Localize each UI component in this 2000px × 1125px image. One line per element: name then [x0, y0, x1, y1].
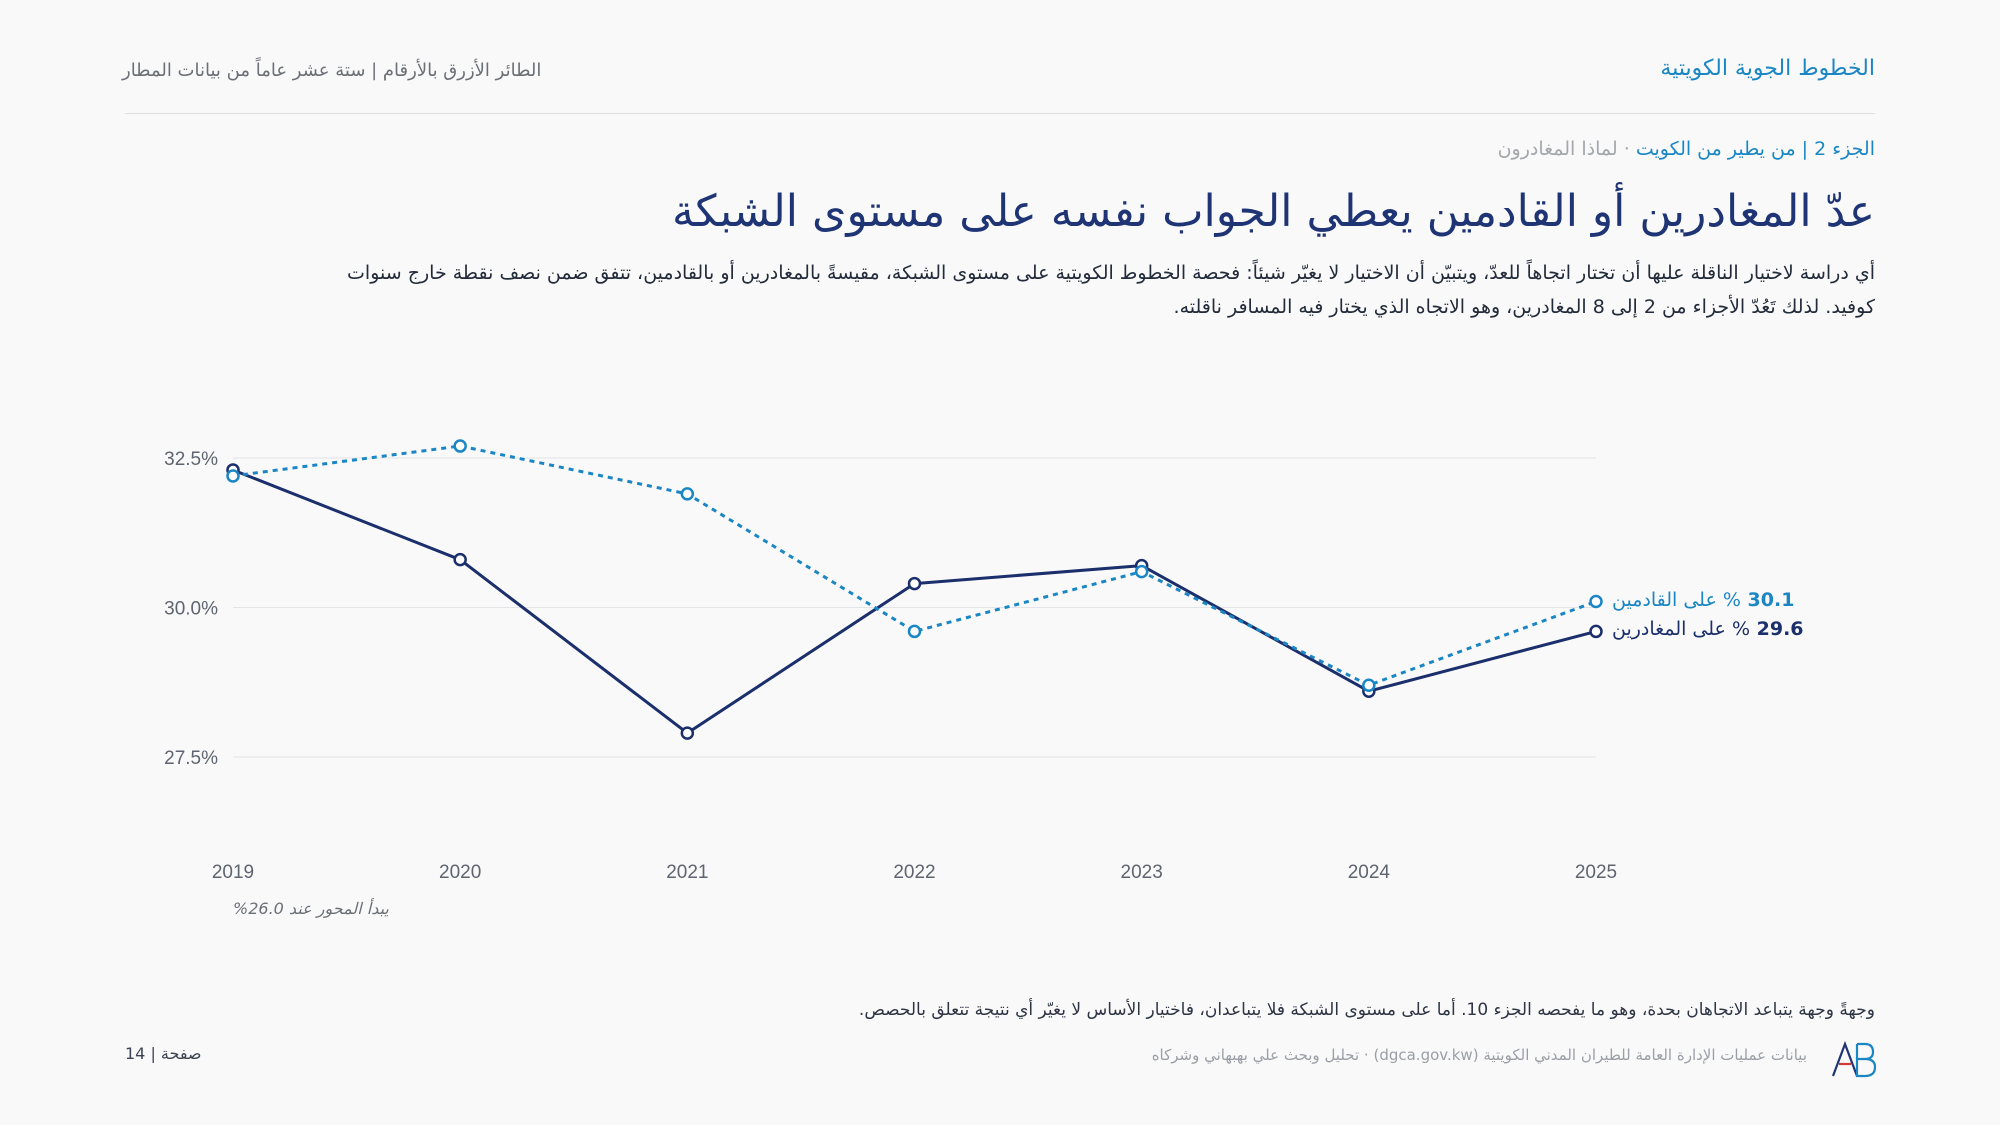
- footnote: وجهةً وجهة يتباعد الاتجاهان بحدة، وهو ما…: [858, 1000, 1875, 1020]
- arrivals-end-value: 30.1: [1747, 588, 1795, 611]
- series-line-departures: [232, 468, 1597, 735]
- series-line-arrivals: [232, 444, 1597, 687]
- kicker-topic: لماذا المغادرون: [1497, 138, 1618, 160]
- ab-monogram-icon: [1831, 1040, 1877, 1078]
- kicker-separator: ·: [1617, 138, 1636, 160]
- x-tick-label: 2023: [1121, 862, 1163, 883]
- x-tick-label: 2022: [893, 862, 935, 883]
- data-point-arrivals: [226, 469, 240, 483]
- intro-paragraph: أي دراسة لاختيار الناقلة عليها أن تختار …: [347, 262, 1875, 318]
- x-tick-label: 2020: [439, 862, 481, 883]
- axis-start-note: يبدأ المحور عند 26.0%: [233, 899, 389, 918]
- y-tick-label: 30.0%: [164, 599, 218, 620]
- source-note: بيانات عمليات الإدارة العامة للطيران الم…: [1151, 1046, 1807, 1064]
- kicker-part: الجزء 2 | من يطير من الكويت: [1635, 138, 1875, 160]
- x-tick-label: 2021: [666, 862, 708, 883]
- data-point-arrivals: [907, 624, 922, 639]
- data-point-departures: [680, 726, 695, 740]
- x-tick-label: 2024: [1348, 862, 1391, 883]
- page-number: صفحة | 14: [125, 1044, 202, 1063]
- data-point-departures: [1362, 684, 1376, 698]
- departures-end-unit: % على المغادرين: [1612, 618, 1750, 641]
- data-point-departures: [1589, 624, 1603, 639]
- x-tick-label: 2025: [1575, 862, 1617, 883]
- data-point-arrivals: [1134, 564, 1149, 579]
- y-tick-label: 27.5%: [164, 748, 218, 769]
- data-point-departures: [1134, 558, 1149, 573]
- departures-end-label: 29.6 % على المغادرين: [1612, 618, 1804, 640]
- x-tick-label: 2019: [212, 862, 254, 883]
- data-point-departures: [226, 463, 240, 477]
- section-kicker: الجزء 2 | من يطير من الكويت · لماذا المغ…: [1498, 138, 1875, 160]
- arrivals-end-label: 30.1 % على القادمين: [1612, 589, 1794, 611]
- data-point-arrivals: [680, 487, 695, 501]
- header-divider: [125, 113, 1875, 114]
- page-title: عدّ المغادرين أو القادمين يعطي الجواب نف…: [671, 186, 1875, 237]
- data-point-departures: [907, 576, 922, 591]
- data-point-arrivals: [1589, 594, 1603, 609]
- data-point-arrivals: [1362, 678, 1376, 692]
- brand-name: الخطوط الجوية الكويتية: [1660, 56, 1875, 81]
- data-point-departures: [453, 552, 467, 567]
- arrivals-end-unit: % على القادمين: [1612, 588, 1741, 611]
- series-title: الطائر الأزرق بالأرقام | ستة عشر عاماً م…: [122, 60, 542, 81]
- departures-end-value: 29.6: [1756, 618, 1804, 641]
- data-point-arrivals: [453, 439, 467, 453]
- y-tick-label: 32.5%: [164, 449, 218, 470]
